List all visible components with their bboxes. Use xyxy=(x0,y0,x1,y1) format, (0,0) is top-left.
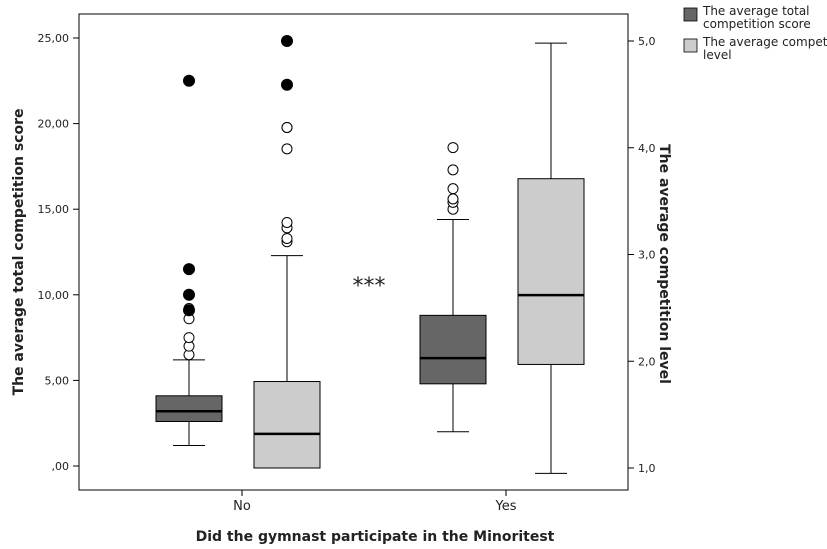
x-tick-label: No xyxy=(233,499,251,514)
right-axis: 1,0 2,0 3,0 4,0 5,0 xyxy=(628,35,656,475)
box-right-no xyxy=(253,35,321,469)
significance-annotation: *** xyxy=(353,274,386,299)
extreme-point xyxy=(183,263,195,276)
box-left-no xyxy=(155,74,223,446)
outlier-point xyxy=(281,216,293,228)
extreme-point xyxy=(183,304,195,317)
x-axis: No Yes xyxy=(233,490,517,514)
box-left-yes xyxy=(419,142,487,433)
outlier-point xyxy=(183,332,195,344)
extreme-point xyxy=(281,35,293,47)
left-tick-label: 20,00 xyxy=(38,118,70,131)
outlier-point xyxy=(447,193,459,205)
right-tick-label: 1,0 xyxy=(638,462,656,475)
left-tick-label: 10,00 xyxy=(38,289,70,302)
box-iqr xyxy=(419,314,487,385)
outlier-point xyxy=(281,143,293,155)
left-axis: ,00 5,00 10,00 15,00 20,00 25,00 xyxy=(38,32,79,473)
left-tick-label: ,00 xyxy=(52,460,70,473)
left-tick-label: 5,00 xyxy=(45,374,70,387)
plot-frame xyxy=(78,13,629,491)
outlier-point xyxy=(447,142,459,154)
box-iqr xyxy=(253,381,321,469)
right-tick-label: 5,0 xyxy=(638,35,656,48)
box-iqr xyxy=(517,178,585,365)
right-axis-title: The average competition level xyxy=(656,144,672,384)
left-axis-title: The average total competition score xyxy=(11,109,27,396)
x-tick-label: Yes xyxy=(495,499,517,514)
outlier-point xyxy=(281,232,293,244)
extreme-point xyxy=(183,288,195,301)
outlier-point xyxy=(281,121,293,133)
extreme-point xyxy=(281,78,293,91)
extreme-point xyxy=(183,74,195,87)
x-axis-title: Did the gymnast participate in the Minor… xyxy=(196,529,555,545)
boxes xyxy=(155,35,585,474)
legend-label-score: The average total competition score xyxy=(702,4,811,31)
right-tick-label: 2,0 xyxy=(638,355,656,368)
legend-swatch-score xyxy=(683,7,698,22)
legend-swatch-level xyxy=(683,38,698,53)
legend: The average total competition score The a… xyxy=(683,4,827,62)
right-tick-label: 4,0 xyxy=(638,142,656,155)
outlier-point xyxy=(447,183,459,195)
box-iqr xyxy=(155,395,223,422)
left-tick-label: 25,00 xyxy=(38,32,70,45)
left-tick-label: 15,00 xyxy=(38,203,70,216)
box-right-yes xyxy=(517,42,585,474)
outlier-point xyxy=(447,164,459,176)
right-tick-label: 3,0 xyxy=(638,249,656,262)
